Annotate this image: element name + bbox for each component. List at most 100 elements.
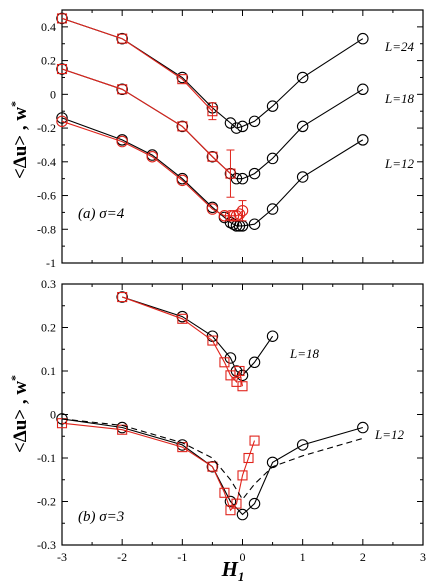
series-line-b-1 — [122, 296, 244, 387]
data-point-circle — [56, 112, 68, 124]
data-point-circle — [236, 508, 249, 521]
data-point-circle — [236, 204, 249, 217]
data-point-circle — [357, 421, 369, 434]
data-point-circle — [266, 152, 279, 165]
data-point-circle — [296, 120, 309, 133]
data-point-circle — [116, 83, 128, 96]
data-point-circle — [248, 497, 261, 510]
panel-b: -3 -2 -1 0 1 2 3 -0.3 -0.2 -0.1 0 0.1 0.2 0.3 — [37, 277, 426, 564]
data-point-square — [207, 461, 218, 472]
panel-b-label: (b) σ=3 — [78, 509, 124, 525]
data-point-circle — [357, 32, 369, 45]
data-point-circle — [56, 413, 68, 425]
curve-label-a-3: L=12 — [384, 156, 415, 171]
series-line-a-1 — [61, 17, 213, 112]
x-tick-label: -2 — [117, 550, 127, 564]
data-point-square — [56, 13, 68, 24]
data-point-circle — [296, 71, 309, 84]
y-tick-label-b: 0.2 — [41, 321, 56, 335]
x-tick-label: 0 — [240, 550, 246, 564]
data-point-circle — [176, 439, 189, 451]
data-point-circle — [56, 115, 68, 128]
data-point-circle — [248, 356, 261, 369]
data-point-square — [56, 63, 68, 75]
data-point-circle — [248, 218, 261, 230]
series-line-a-4 — [61, 117, 364, 227]
data-point-circle — [227, 210, 240, 222]
panel-a: -1 -0.8 -0.6 -0.4 -0.2 0 0.2 0.4 — [37, 10, 424, 270]
data-point-square — [117, 84, 128, 95]
data-point-square — [243, 452, 254, 464]
y-tick-label-a: 0.2 — [41, 54, 56, 68]
data-point-circle — [266, 456, 279, 469]
y-tick-label-b: -0.1 — [37, 451, 56, 465]
data-point-square — [237, 470, 248, 481]
y-axis-label-b: <Δu> , w* — [8, 375, 31, 453]
data-point-circle — [230, 172, 243, 185]
data-point-circle — [266, 203, 279, 215]
data-point-circle — [206, 460, 219, 473]
y-axis-label-a: <Δu> , w* — [8, 101, 31, 179]
y-tick-label-a: 0.4 — [41, 20, 56, 34]
data-point-circle — [56, 12, 68, 25]
y-tick-label-b: 0.1 — [41, 364, 56, 378]
data-point-circle — [176, 71, 189, 84]
data-point-circle — [116, 135, 128, 148]
data-point-circle — [357, 134, 369, 146]
data-point-circle — [116, 291, 128, 303]
data-point-circle — [56, 63, 68, 75]
data-point-circle — [176, 174, 189, 187]
data-point-circle — [248, 167, 261, 180]
data-point-square — [219, 487, 230, 498]
data-point-square — [249, 435, 260, 446]
curve-label-a-1: L=24 — [384, 39, 415, 54]
data-point-square — [225, 505, 236, 516]
series-line-a-3 — [61, 68, 231, 175]
data-point-circle — [116, 421, 128, 434]
data-point-circle — [248, 115, 261, 128]
series-line-b-3 — [61, 422, 256, 512]
panel-a-label: (a) σ=4 — [78, 206, 125, 222]
y-tick-label-a: -0.4 — [37, 155, 56, 169]
data-point-circle — [236, 172, 249, 185]
y-tick-label-b: 0 — [50, 408, 56, 422]
data-point-circle — [224, 495, 237, 508]
data-point-circle — [206, 150, 219, 163]
data-point-circle — [236, 120, 249, 133]
data-point-circle — [233, 208, 246, 220]
data-point-circle — [224, 210, 237, 222]
data-point-circle — [176, 310, 189, 323]
y-tick-label-b: -0.3 — [37, 538, 56, 552]
data-point-circle — [116, 32, 128, 45]
x-axis-label: H1 — [221, 557, 245, 583]
panel-b-frame — [61, 283, 424, 546]
x-tick-label: 3 — [420, 550, 426, 564]
data-point-circle — [236, 220, 249, 232]
data-point-circle — [266, 100, 279, 112]
x-tick-label: -1 — [177, 550, 187, 564]
series-line-a-5 — [61, 120, 243, 217]
x-tick-label: 2 — [360, 550, 366, 564]
data-point-square — [234, 365, 245, 377]
data-point-square — [225, 168, 236, 179]
data-point-square — [117, 33, 128, 44]
y-tick-label-b: 0.3 — [41, 277, 56, 291]
y-tick-label-a: -1 — [46, 256, 56, 270]
data-point-square — [56, 418, 68, 429]
series-line-b-4 — [61, 418, 363, 501]
curve-label-b-1: L=18 — [289, 346, 320, 361]
y-tick-label-a: -0.2 — [37, 121, 56, 135]
data-point-square — [117, 291, 128, 303]
data-point-square — [177, 74, 188, 85]
data-point-circle — [357, 83, 369, 96]
data-point-circle — [266, 330, 279, 342]
data-point-square — [237, 381, 248, 392]
data-point-circle — [227, 218, 240, 230]
y-tick-label-a: -0.8 — [37, 222, 56, 236]
data-point-square — [177, 313, 188, 324]
data-point-circle — [296, 439, 309, 451]
data-point-square — [219, 357, 230, 368]
data-point-circle — [296, 171, 309, 183]
data-point-square — [207, 151, 218, 162]
